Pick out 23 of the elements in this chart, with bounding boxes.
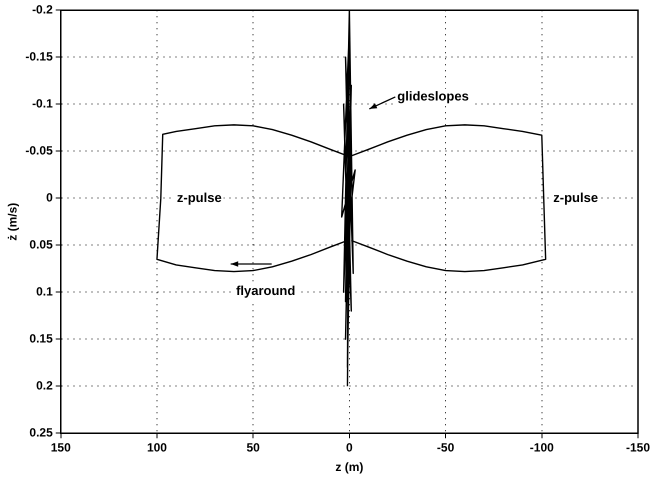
y-tick-label: 0.2 (36, 378, 54, 393)
annotation: glideslopes (397, 88, 469, 104)
x-tick-label: 150 (50, 440, 72, 455)
y-tick-label: -0.15 (25, 50, 54, 64)
annotation: z-pulse (553, 190, 598, 206)
y-tick-label: -0.1 (32, 96, 54, 111)
y-tick-label: 0.05 (29, 238, 54, 252)
x-tick-label: -100 (530, 440, 554, 455)
x-tick-label: 100 (146, 440, 168, 455)
x-tick-label: 50 (246, 440, 260, 455)
annotation: flyaround (236, 283, 296, 298)
x-axis-title: z (m) (335, 460, 364, 474)
y-tick-label: 0.1 (36, 284, 54, 299)
y-tick-label: -0.2 (32, 2, 54, 17)
y-axis-title: ż (m/s) (6, 202, 20, 241)
x-tick-label: -50 (436, 440, 455, 455)
x-tick-label: 0 (346, 440, 354, 455)
x-tick-label: -150 (626, 440, 650, 455)
y-tick-label: -0.05 (25, 144, 54, 158)
annotation: z-pulse (176, 190, 222, 206)
y-tick-label: 0 (46, 190, 54, 205)
y-tick-label: 0.15 (29, 332, 54, 346)
y-tick-label: 0.25 (29, 426, 54, 440)
